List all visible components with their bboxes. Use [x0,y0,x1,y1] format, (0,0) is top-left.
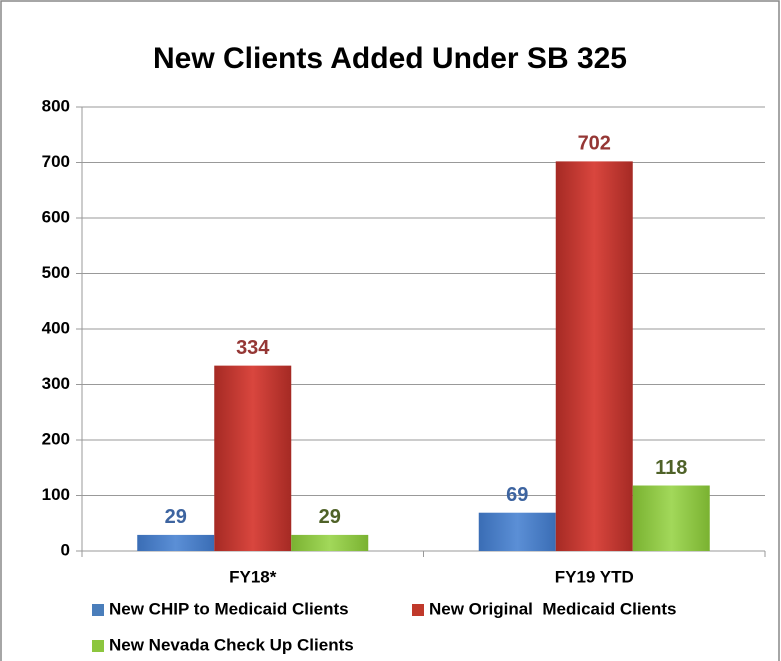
y-tick-label: 500 [42,263,70,282]
data-label: 118 [655,457,687,479]
y-tick-label: 700 [42,152,70,171]
y-tick-label: 100 [42,485,70,504]
y-tick-label: 300 [42,374,70,393]
data-label: 69 [506,484,528,506]
data-label: 702 [578,133,611,155]
legend-label: New Original Medicaid Clients [429,599,677,618]
bar [137,534,215,551]
bar [214,365,292,551]
chart-title: New Clients Added Under SB 325 [153,42,627,75]
y-tick-label: 600 [42,207,70,226]
bar [478,512,556,551]
y-tick-label: 400 [42,318,70,337]
data-label: 29 [165,506,187,528]
y-tick-label: 800 [42,96,70,115]
legend-swatch [92,604,104,616]
legend-label: New CHIP to Medicaid Clients [109,599,349,618]
bar [555,161,633,551]
bar [291,534,369,551]
x-tick-label: FY19 YTD [555,567,634,586]
x-tick-label: FY18* [229,567,277,586]
bar [632,485,710,551]
legend-swatch [412,604,424,616]
legend-label: New Nevada Check Up Clients [109,635,354,654]
y-tick-label: 200 [42,429,70,448]
y-tick-label: 0 [61,540,70,559]
legend-swatch [92,640,104,652]
data-label: 29 [319,506,341,528]
data-label: 334 [236,337,270,359]
